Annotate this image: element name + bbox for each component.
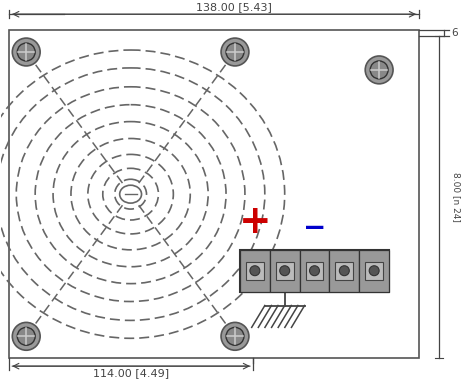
Bar: [306, 262, 323, 280]
Circle shape: [370, 61, 388, 79]
Circle shape: [221, 38, 249, 66]
Bar: [300, 250, 329, 292]
Text: 8.00 [n 24]: 8.00 [n 24]: [452, 172, 461, 222]
Circle shape: [309, 266, 320, 276]
Circle shape: [280, 266, 290, 276]
Text: +: +: [239, 203, 271, 241]
Bar: [329, 250, 359, 292]
Circle shape: [12, 38, 40, 66]
Bar: [270, 250, 300, 292]
Circle shape: [221, 323, 249, 350]
Circle shape: [12, 323, 40, 350]
Text: −: −: [303, 214, 326, 242]
Circle shape: [17, 43, 35, 61]
Circle shape: [226, 43, 244, 61]
Circle shape: [369, 266, 379, 276]
Bar: [240, 250, 270, 292]
Circle shape: [226, 327, 244, 345]
Bar: [246, 262, 264, 280]
Bar: [276, 262, 294, 280]
Ellipse shape: [120, 185, 142, 203]
Bar: [359, 250, 389, 292]
Text: 138.00 [5.43]: 138.00 [5.43]: [196, 2, 272, 12]
Text: 114.00 [4.49]: 114.00 [4.49]: [93, 368, 169, 378]
Circle shape: [365, 56, 393, 84]
Text: 6: 6: [452, 28, 459, 38]
Bar: [336, 262, 353, 280]
Circle shape: [339, 266, 350, 276]
Circle shape: [250, 266, 260, 276]
Bar: [240, 250, 389, 292]
Bar: [365, 262, 383, 280]
Bar: [9, 30, 419, 358]
Circle shape: [17, 327, 35, 345]
